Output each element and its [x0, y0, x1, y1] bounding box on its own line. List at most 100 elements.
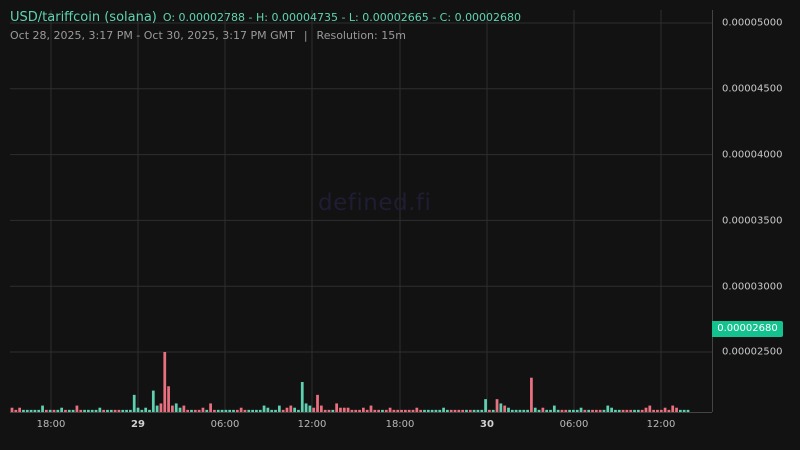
volume-bar	[151, 390, 155, 412]
volume-bar	[629, 409, 633, 412]
volume-bar	[144, 407, 148, 412]
volume-bar	[434, 409, 438, 412]
volume-bar	[686, 409, 690, 412]
volume-bar	[457, 409, 461, 412]
volume-bar	[18, 407, 22, 412]
volume-bar	[510, 409, 514, 412]
volume-bar	[377, 409, 381, 412]
volume-bar	[213, 409, 216, 412]
volume-bar	[438, 409, 442, 412]
volume-bar	[48, 409, 52, 412]
volume-bar	[186, 409, 190, 412]
volume-bar	[499, 403, 503, 412]
volume-bar	[52, 409, 56, 412]
price-tick: 0.00004000	[722, 149, 783, 161]
volume-bar	[319, 405, 323, 412]
volume-bar	[350, 409, 354, 412]
volume-bar	[568, 409, 571, 412]
volume-bar	[22, 409, 25, 412]
volume-bar	[182, 405, 186, 412]
volume-bar	[522, 409, 526, 412]
volume-bar	[388, 407, 392, 412]
volume-bar	[488, 409, 491, 412]
volume-bar	[461, 409, 465, 412]
volume-bar	[583, 409, 587, 412]
volume-bar	[361, 407, 365, 412]
price-tick: 0.00002500	[722, 346, 783, 358]
volume-bar	[365, 409, 369, 412]
volume-bar	[37, 409, 41, 412]
volume-bar	[404, 409, 407, 412]
volume-bar	[323, 409, 327, 412]
volume-bar	[216, 409, 220, 412]
volume-bar	[667, 409, 671, 412]
volume-bar	[392, 409, 396, 412]
volume-bar	[614, 409, 617, 412]
volume-bar	[293, 407, 296, 412]
volume-bar	[533, 407, 537, 412]
volume-bar	[621, 409, 625, 412]
price-tick: 0.00003500	[722, 215, 783, 227]
volume-bar	[87, 409, 90, 412]
volume-bar	[79, 409, 83, 412]
volume-bar	[243, 409, 247, 412]
volume-bar	[159, 403, 163, 412]
volume-bar	[136, 407, 140, 412]
volume-bar	[247, 409, 251, 412]
volume-bar	[358, 409, 361, 412]
volume-bar	[300, 382, 304, 412]
volume-bar	[411, 409, 415, 412]
price-tick: 0.00003000	[722, 281, 783, 293]
volume-bar	[232, 409, 235, 412]
volume-bar	[109, 409, 113, 412]
time-tick: 18:00	[385, 419, 415, 430]
volume-bar	[354, 409, 358, 412]
volume-bar	[572, 409, 575, 412]
volume-bar	[155, 405, 159, 412]
volume-bar	[507, 407, 510, 412]
volume-bar	[83, 409, 86, 412]
volume-bar	[67, 409, 71, 412]
volume-bar	[171, 405, 174, 412]
volume-bar	[106, 409, 109, 412]
volume-bar	[476, 409, 480, 412]
volume-bar	[640, 409, 644, 412]
volume-bar	[560, 409, 564, 412]
volume-bar	[545, 409, 549, 412]
volume-bar	[129, 409, 132, 412]
volume-bar	[117, 409, 121, 412]
volume-bar	[346, 407, 350, 412]
volume-bar	[407, 409, 411, 412]
volume-bar	[549, 409, 552, 412]
volume-bar	[556, 409, 560, 412]
volume-bar	[235, 409, 239, 412]
volume-bar	[480, 409, 484, 412]
volume-bar	[277, 405, 281, 412]
volume-bar	[327, 409, 331, 412]
volume-bar	[598, 409, 602, 412]
volume-bar	[503, 405, 507, 412]
volume-bar	[594, 409, 598, 412]
volume-bar	[652, 409, 656, 412]
volume-bar	[495, 399, 499, 412]
volume-bar	[602, 409, 606, 412]
volume-bar	[140, 409, 144, 412]
volume-bar	[94, 409, 98, 412]
volume-bar	[575, 409, 579, 412]
volume-bar	[552, 405, 556, 412]
resolution-label: Resolution: 15m	[316, 29, 406, 42]
volume-bar	[606, 405, 610, 412]
volume-bar	[71, 409, 75, 412]
volume-bar	[636, 409, 640, 412]
volume-bar	[671, 405, 675, 412]
volume-bar	[625, 409, 629, 412]
volume-bar	[25, 409, 29, 412]
volume-bar	[167, 386, 170, 412]
volume-bar	[98, 407, 102, 412]
date-range: Oct 28, 2025, 3:17 PM - Oct 30, 2025, 3:…	[10, 29, 295, 42]
volume-bar	[220, 409, 224, 412]
volume-bar	[125, 409, 128, 412]
volume-bar	[297, 409, 300, 412]
volume-bar	[339, 407, 342, 412]
